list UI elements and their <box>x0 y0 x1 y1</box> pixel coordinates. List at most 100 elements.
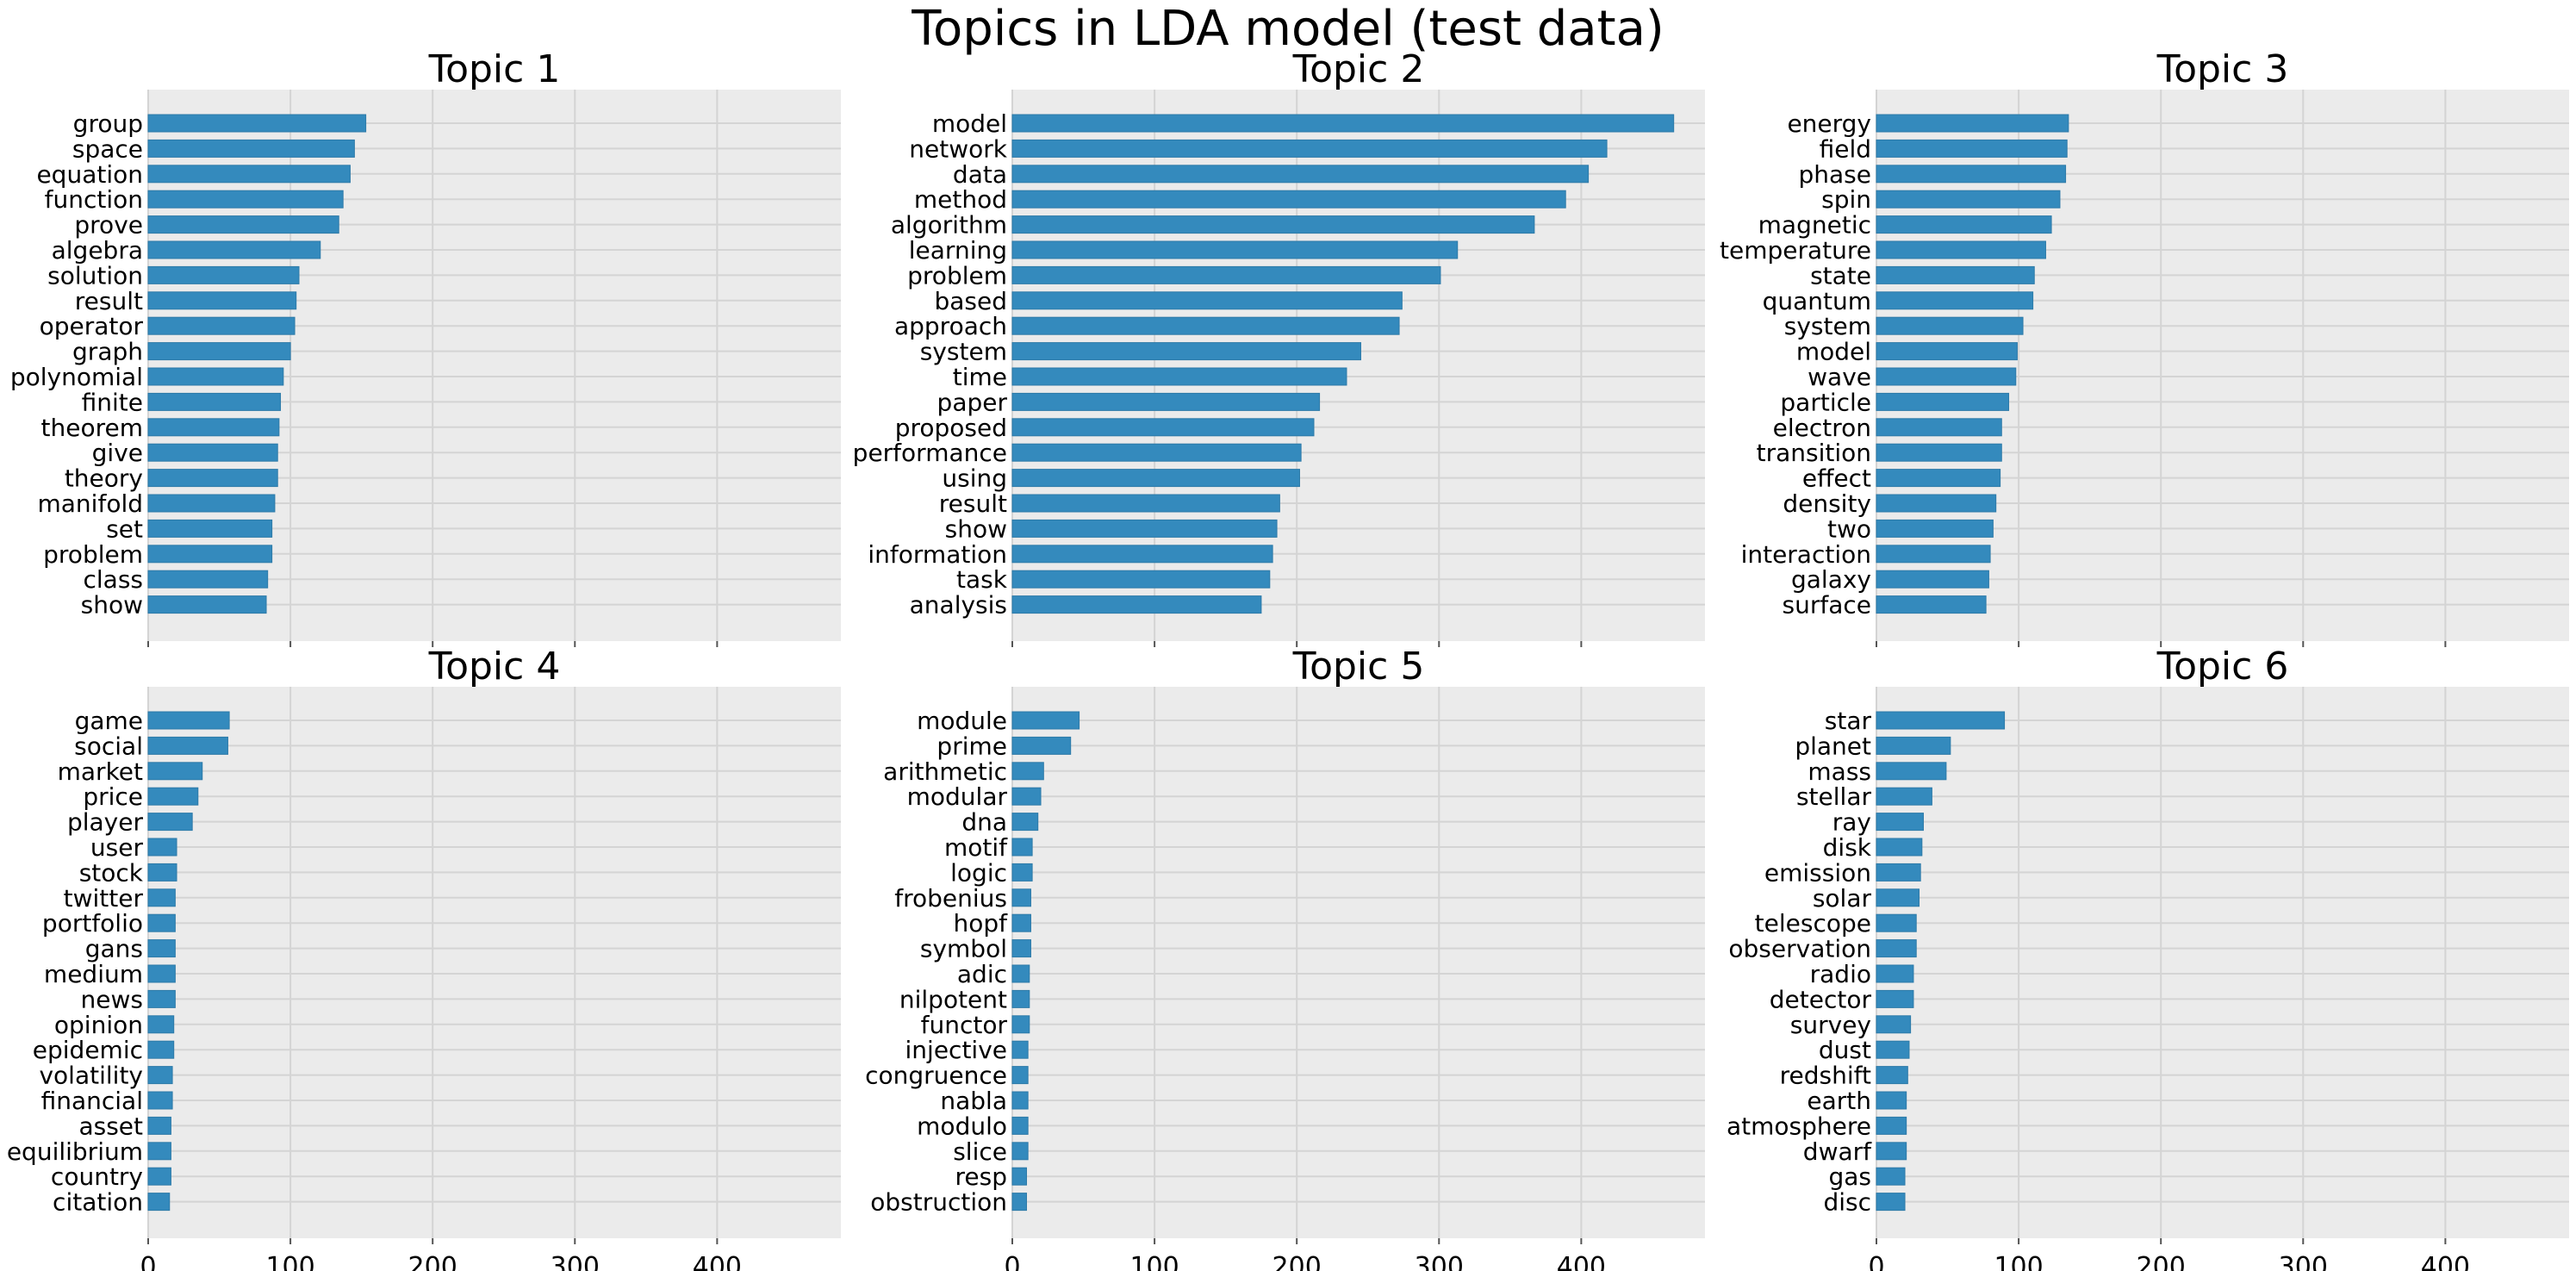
topic-6-category-label: earth <box>1807 1087 1871 1115</box>
topic-4-bar-stock <box>147 863 177 882</box>
topic-1-bar-theory <box>147 469 278 488</box>
topic-6-bar-mass <box>1876 762 1947 781</box>
topic-6-category-label: solar <box>1813 884 1872 913</box>
topic-6-category-label: atmosphere <box>1727 1112 1871 1140</box>
topic-1-bar-group <box>147 114 367 133</box>
topic-6-category-label: detector <box>1770 985 1872 1013</box>
topic-1-category-label: prove <box>74 211 143 240</box>
topic-6-x-tick-label: 300 <box>2279 1252 2328 1271</box>
topic-2-category-label: network <box>909 134 1007 163</box>
topic-5-category-label: modular <box>907 782 1008 811</box>
topic-1-category-label: equation <box>36 160 143 189</box>
topic-4-category-label: equilibrium <box>7 1137 143 1166</box>
topic-2-category-label: using <box>942 464 1007 493</box>
topic-4-bar-user <box>147 838 177 857</box>
topic-1-category-label: space <box>72 134 143 163</box>
topic-3-bar-temperature <box>1876 240 2046 259</box>
topic-5-category-label: prime <box>936 732 1007 760</box>
topic-5-bar-slice <box>1011 1142 1029 1161</box>
topic-6-bar-planet <box>1876 736 1951 755</box>
topic-5-x-tick-label: 0 <box>1004 1252 1020 1271</box>
topic-5-category-label: injective <box>905 1036 1007 1064</box>
topic-2-bar-task <box>1011 570 1271 589</box>
topic-4-bar-asset <box>147 1116 171 1135</box>
topic-2-bar-performance <box>1011 443 1302 462</box>
topic-3-bar-transition <box>1876 443 2002 462</box>
topic-3-category-label: spin <box>1821 185 1871 214</box>
topic-5-category-label: modulo <box>917 1112 1007 1140</box>
topic-4-x-tick-label: 200 <box>408 1252 457 1271</box>
topic-2-bar-data <box>1011 165 1590 184</box>
topic-1-category-label: group <box>73 109 143 138</box>
topic-4-category-label: volatility <box>39 1062 143 1090</box>
topic-4-bar-social <box>147 736 228 755</box>
topic-5-title: Topic 5 <box>1292 645 1425 688</box>
topic-3-bar-field <box>1876 139 2068 158</box>
topic-3-category-label: field <box>1820 134 1871 163</box>
topic-1-category-label: function <box>45 185 143 214</box>
topic-5-x-tick-label: 100 <box>1129 1252 1179 1271</box>
topic-4-bar-citation <box>147 1193 171 1212</box>
topic-5-x-tick-label: 300 <box>1415 1252 1464 1271</box>
topic-1-category-label: operator <box>40 312 144 340</box>
topic-6-category-label: stellar <box>1796 782 1872 811</box>
topic-6-category-label: planet <box>1795 732 1871 760</box>
topic-2-category-label: problem <box>907 261 1007 290</box>
topic-3-category-label: transition <box>1757 439 1871 467</box>
topic-5-category-label: hopf <box>953 909 1008 938</box>
topic-5-bar-symbol <box>1011 939 1031 958</box>
topic-3-bar-phase <box>1876 165 2067 184</box>
topic-1-category-label: manifold <box>38 489 144 518</box>
topic-3-bar-interaction <box>1876 545 1991 564</box>
topic-4-category-label: game <box>75 707 143 735</box>
topic-6-category-label: redshift <box>1780 1062 1871 1090</box>
topic-1-bar-algebra <box>147 240 321 259</box>
topic-2-bar-algorithm <box>1011 215 1535 234</box>
topic-2-bar-proposed <box>1011 418 1315 437</box>
topic-5-category-label: arithmetic <box>883 757 1007 786</box>
topic-3-bar-model <box>1876 342 2018 361</box>
topic-1-category-label: graph <box>72 338 143 366</box>
topic-3-category-label: quantum <box>1763 287 1871 315</box>
topic-5-category-label: motif <box>944 833 1008 862</box>
topic-4-bar-gans <box>147 939 176 958</box>
topic-2-bar-paper <box>1011 392 1321 411</box>
topic-3-bar-quantum <box>1876 291 2034 310</box>
topic-4-x-tick-label: 300 <box>551 1252 600 1271</box>
topic-3-category-label: two <box>1827 514 1871 543</box>
topic-4-bar-news <box>147 989 176 1008</box>
topic-3-category-label: energy <box>1787 109 1871 138</box>
topic-5-bar-arithmetic <box>1011 762 1044 781</box>
topic-2-category-label: model <box>932 109 1007 138</box>
topic-2-category-label: information <box>868 540 1007 569</box>
topic-4-category-label: stock <box>79 858 144 887</box>
topic-4-category-label: medium <box>44 960 143 988</box>
topic-1-category-label: finite <box>82 388 143 416</box>
topic-6-bar-star <box>1876 711 2006 730</box>
topic-2-category-label: system <box>920 338 1007 366</box>
topic-4-x-tick-label: 100 <box>265 1252 314 1271</box>
topic-6-bar-dwarf <box>1876 1142 1907 1161</box>
topic-1-category-label: polynomial <box>10 363 143 391</box>
topic-5-category-label: resp <box>955 1162 1007 1191</box>
topic-4-bar-portfolio <box>147 913 176 932</box>
topic-2-bar-model <box>1011 114 1675 133</box>
topic-1-bar-solution <box>147 265 300 284</box>
topic-4-category-label: financial <box>41 1087 143 1115</box>
topic-1-bar-prove <box>147 215 339 234</box>
topic-1-category-label: show <box>81 591 143 620</box>
topic-2-bar-result <box>1011 494 1280 513</box>
topic-2-category-label: task <box>956 565 1008 594</box>
topic-3-category-label: state <box>1810 261 1871 290</box>
topic-5-category-label: symbol <box>920 935 1007 963</box>
topic-5-bar-adic <box>1011 964 1030 983</box>
topic-2-bar-time <box>1011 367 1347 386</box>
topic-6-title: Topic 6 <box>2156 645 2289 688</box>
topic-6-bar-earth <box>1876 1091 1907 1110</box>
topic-6-category-label: dwarf <box>1803 1137 1872 1166</box>
topic-3-category-label: model <box>1796 338 1871 366</box>
topic-5-category-label: adic <box>957 960 1007 988</box>
topic-6-x-tick-label: 0 <box>1868 1252 1884 1271</box>
topic-3-category-label: phase <box>1799 160 1872 189</box>
topic-1-category-label: problem <box>43 540 143 569</box>
